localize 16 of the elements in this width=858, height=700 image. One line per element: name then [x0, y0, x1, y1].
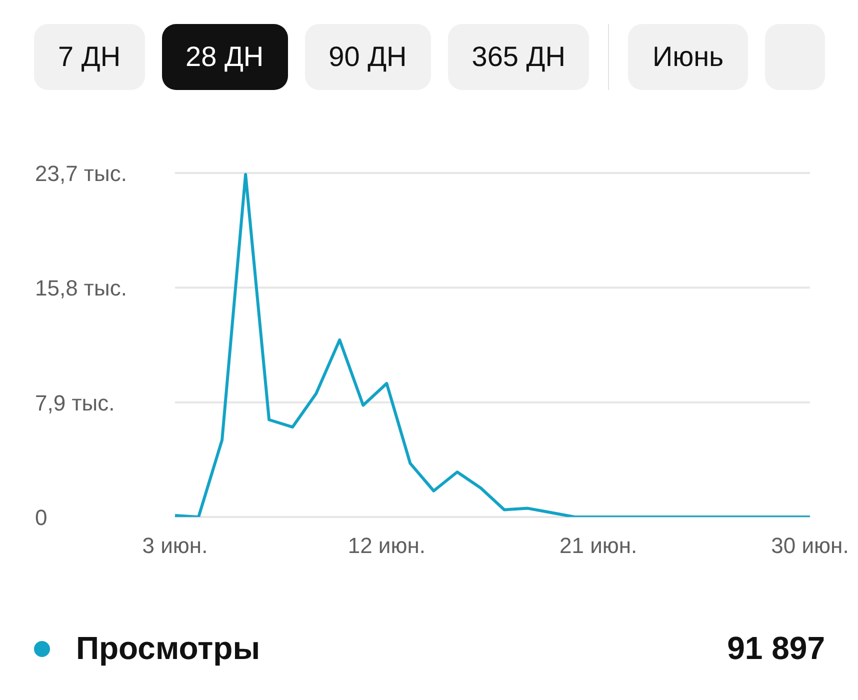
- line-series: [174, 173, 812, 517]
- x-tick-label: 30 июн.: [771, 533, 849, 558]
- y-tick-label: 15,8 тыс.: [35, 276, 127, 301]
- text: 90 ДН: [304, 24, 431, 90]
- x-tick-label: 3 июн.: [142, 533, 208, 558]
- x-tick-label: 21 июн.: [560, 533, 638, 558]
- text: 365 ДН: [448, 24, 590, 90]
- y-tick-label: 0: [35, 505, 48, 530]
- y-tick-label: 7,9 тыс.: [35, 390, 115, 416]
- text: Июнь: [628, 24, 748, 90]
- legend-label: Просмотры: [76, 630, 260, 667]
- text: 7 ДН: [34, 24, 145, 90]
- y-tick-label: 23,7 тыс.: [35, 161, 127, 186]
- x-tick-label: 12 июн.: [348, 533, 426, 558]
- text: 91 897: [727, 630, 825, 667]
- text: 28 ДН: [162, 24, 288, 90]
